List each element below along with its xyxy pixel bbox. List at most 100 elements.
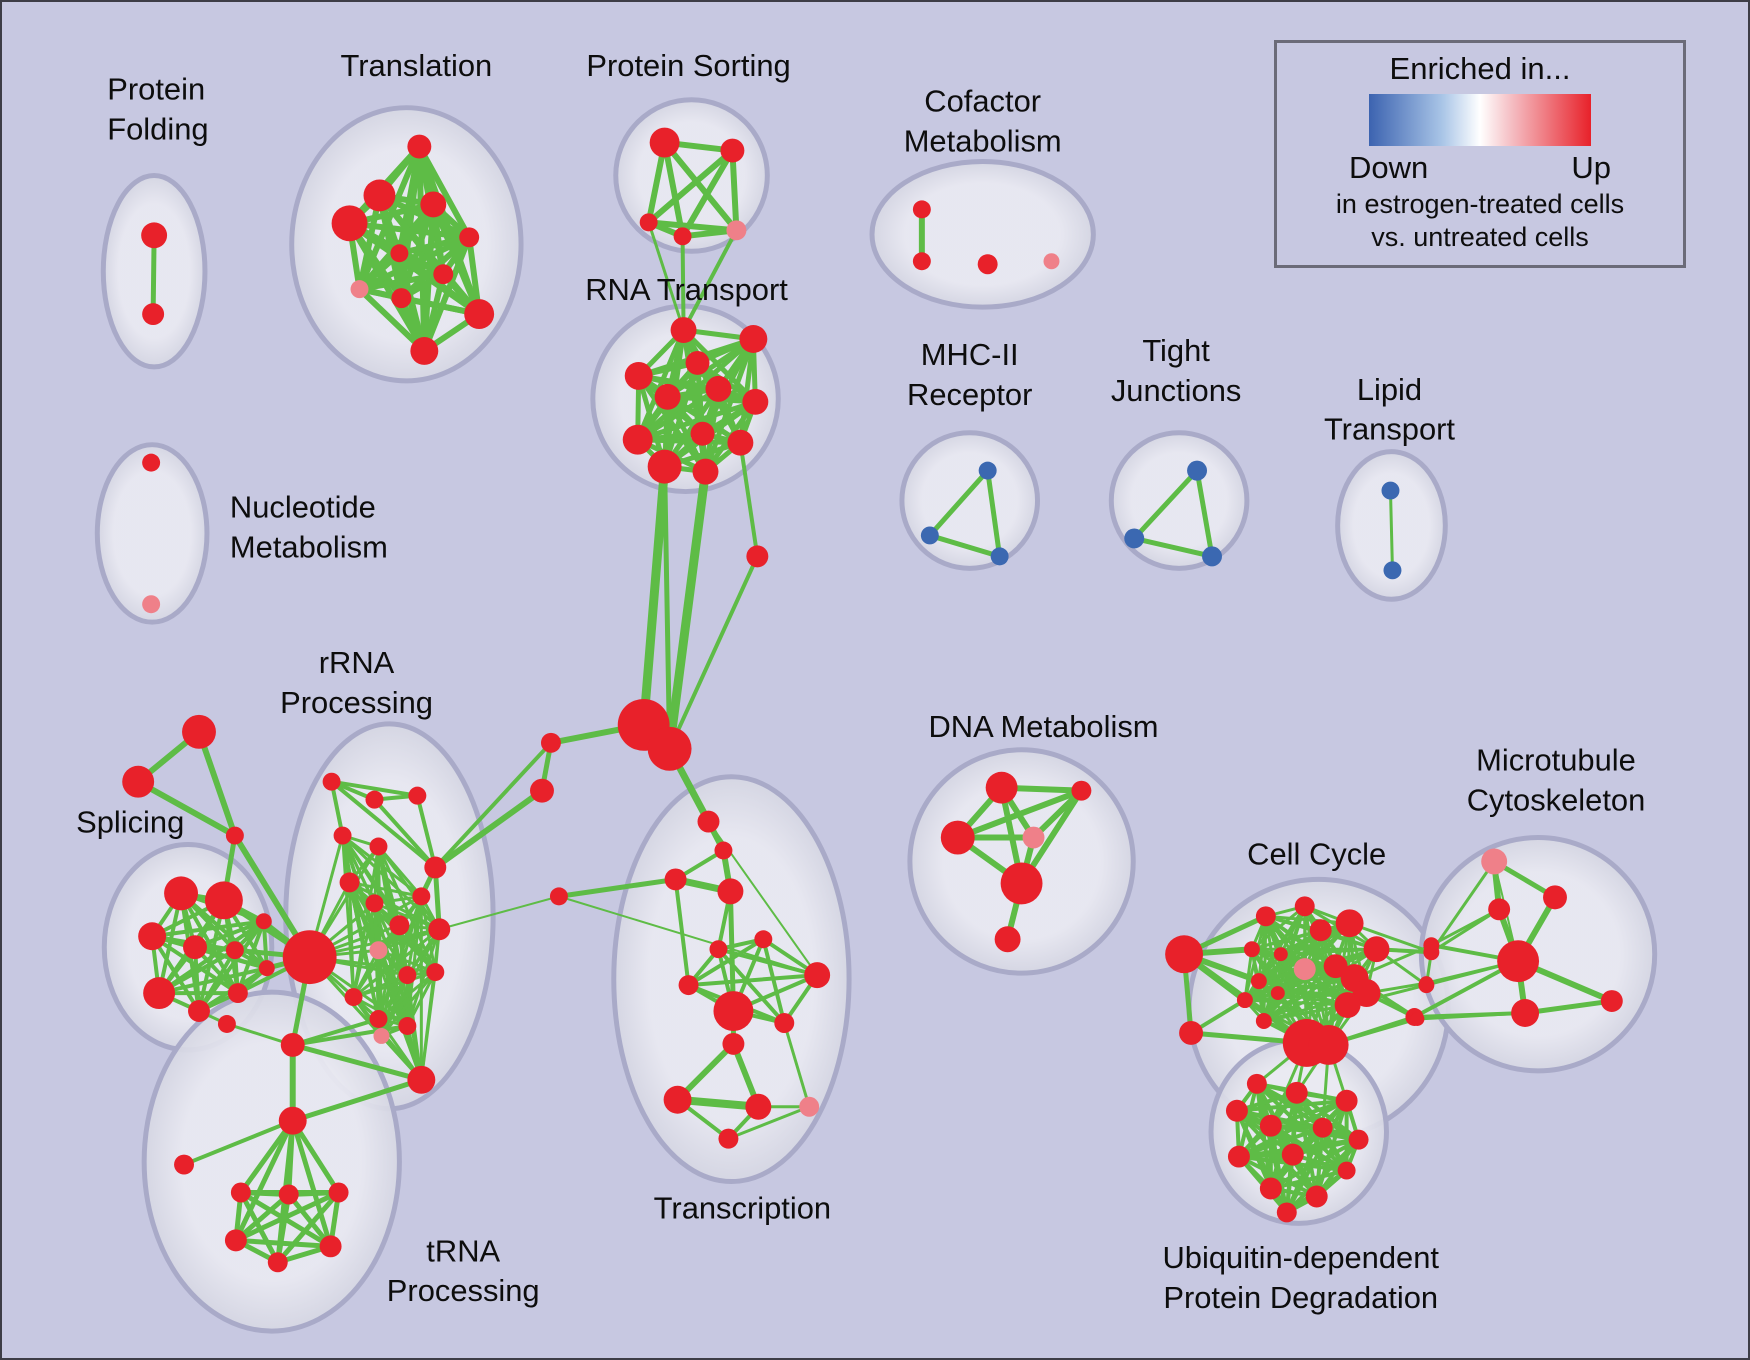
gene-set-node[interactable] — [726, 220, 747, 241]
gene-set-node[interactable] — [390, 244, 409, 263]
gene-set-node[interactable] — [204, 881, 243, 920]
gene-set-node[interactable] — [1259, 1114, 1282, 1137]
gene-set-node[interactable] — [408, 786, 427, 805]
gene-set-node[interactable] — [1225, 1099, 1248, 1122]
gene-set-node[interactable] — [142, 453, 161, 472]
gene-set-node[interactable] — [1187, 460, 1208, 481]
gene-set-node[interactable] — [1124, 528, 1145, 549]
gene-set-node[interactable] — [1348, 1129, 1369, 1150]
gene-set-node[interactable] — [717, 878, 744, 905]
gene-set-node[interactable] — [1043, 253, 1060, 270]
gene-set-node[interactable] — [459, 227, 480, 248]
gene-set-node[interactable] — [424, 856, 447, 879]
gene-set-node[interactable] — [978, 461, 997, 480]
gene-set-node[interactable] — [697, 810, 720, 833]
gene-set-node[interactable] — [1285, 1081, 1308, 1104]
gene-set-node[interactable] — [692, 458, 719, 485]
gene-set-node[interactable] — [739, 325, 768, 353]
gene-set-node[interactable] — [754, 930, 773, 949]
gene-set-node[interactable] — [670, 317, 697, 343]
gene-set-node[interactable] — [1243, 941, 1260, 958]
gene-set-node[interactable] — [1202, 546, 1222, 567]
gene-set-node[interactable] — [1335, 909, 1364, 938]
gene-set-node[interactable] — [639, 213, 658, 232]
gene-set-node[interactable] — [746, 545, 769, 568]
gene-set-node[interactable] — [391, 288, 412, 309]
gene-set-node[interactable] — [549, 887, 568, 906]
gene-set-node[interactable] — [1281, 1143, 1304, 1166]
gene-set-node[interactable] — [1337, 1161, 1356, 1180]
gene-set-node[interactable] — [745, 1093, 772, 1120]
gene-set-node[interactable] — [122, 765, 155, 798]
gene-set-node[interactable] — [649, 127, 680, 158]
gene-set-node[interactable] — [1250, 973, 1267, 990]
gene-set-node[interactable] — [333, 826, 352, 845]
gene-set-node[interactable] — [188, 1000, 210, 1022]
gene-set-node[interactable] — [1335, 1089, 1358, 1112]
gene-set-node[interactable] — [1511, 999, 1540, 1027]
gene-set-node[interactable] — [350, 280, 369, 299]
gene-set-node[interactable] — [1255, 1013, 1272, 1029]
gene-set-node[interactable] — [1294, 896, 1315, 917]
gene-set-node[interactable] — [365, 894, 384, 913]
gene-set-node[interactable] — [225, 941, 244, 960]
gene-set-node[interactable] — [1381, 481, 1400, 500]
gene-set-node[interactable] — [1543, 885, 1567, 910]
gene-set-node[interactable] — [1255, 906, 1276, 927]
gene-set-node[interactable] — [230, 1182, 251, 1203]
gene-set-node[interactable] — [412, 887, 431, 906]
gene-set-node[interactable] — [678, 975, 699, 996]
gene-set-node[interactable] — [673, 227, 692, 246]
gene-set-node[interactable] — [227, 983, 248, 1004]
gene-set-node[interactable] — [1000, 862, 1043, 905]
gene-set-node[interactable] — [799, 1096, 820, 1117]
gene-set-node[interactable] — [985, 771, 1018, 804]
gene-set-node[interactable] — [1022, 826, 1045, 849]
gene-set-node[interactable] — [1236, 992, 1253, 1009]
gene-set-node[interactable] — [420, 191, 447, 218]
gene-set-node[interactable] — [217, 1015, 236, 1033]
gene-set-node[interactable] — [709, 940, 728, 959]
gene-set-node[interactable] — [224, 1229, 247, 1252]
gene-set-node[interactable] — [663, 1085, 692, 1114]
gene-set-node[interactable] — [977, 254, 998, 275]
gene-set-node[interactable] — [363, 179, 396, 212]
gene-set-node[interactable] — [373, 1027, 390, 1044]
gene-set-node[interactable] — [1179, 1020, 1204, 1045]
gene-set-node[interactable] — [990, 547, 1009, 566]
gene-set-node[interactable] — [1410, 1012, 1425, 1026]
gene-set-node[interactable] — [774, 1013, 795, 1033]
gene-set-node[interactable] — [742, 388, 769, 415]
gene-set-node[interactable] — [410, 337, 439, 365]
gene-set-node[interactable] — [912, 200, 931, 219]
gene-set-node[interactable] — [280, 1032, 305, 1057]
gene-set-node[interactable] — [647, 449, 682, 484]
gene-set-node[interactable] — [1227, 1145, 1250, 1168]
gene-set-node[interactable] — [331, 205, 368, 242]
gene-set-node[interactable] — [369, 941, 388, 960]
gene-set-node[interactable] — [1363, 936, 1390, 963]
gene-set-node[interactable] — [369, 837, 388, 856]
gene-set-node[interactable] — [339, 872, 360, 893]
gene-set-node[interactable] — [1305, 1185, 1328, 1208]
gene-set-node[interactable] — [1071, 780, 1092, 801]
gene-set-node[interactable] — [622, 424, 653, 455]
gene-set-node[interactable] — [647, 726, 692, 771]
gene-set-node[interactable] — [713, 991, 754, 1031]
gene-set-node[interactable] — [365, 790, 384, 809]
gene-set-node[interactable] — [255, 913, 272, 930]
gene-set-node[interactable] — [278, 1106, 307, 1135]
gene-set-node[interactable] — [225, 826, 244, 845]
gene-set-node[interactable] — [1334, 992, 1361, 1019]
gene-set-node[interactable] — [164, 876, 198, 911]
gene-set-node[interactable] — [940, 820, 975, 855]
gene-set-node[interactable] — [1497, 940, 1540, 983]
gene-set-node[interactable] — [912, 252, 931, 271]
gene-set-node[interactable] — [426, 963, 445, 982]
gene-set-node[interactable] — [398, 966, 417, 985]
gene-set-node[interactable] — [690, 421, 715, 446]
gene-set-node[interactable] — [1273, 947, 1288, 962]
gene-set-node[interactable] — [174, 1154, 195, 1175]
gene-set-node[interactable] — [328, 1182, 349, 1203]
gene-set-node[interactable] — [804, 962, 831, 989]
